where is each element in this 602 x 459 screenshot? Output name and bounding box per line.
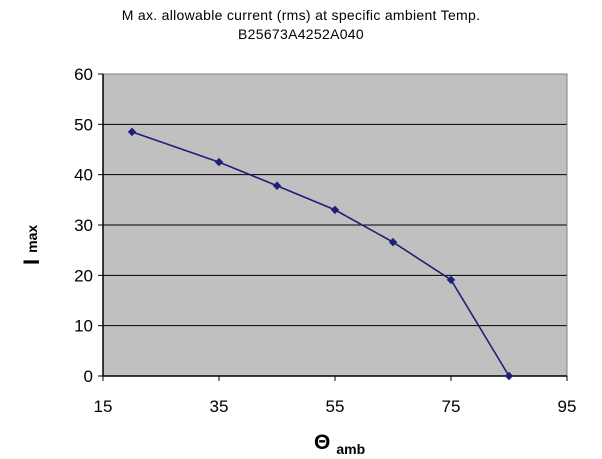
y-tick-label: 0 (84, 367, 93, 386)
x-tick-label: 35 (210, 397, 229, 416)
x-tick-label: 15 (94, 397, 113, 416)
tick-labels: 0 10 20 30 40 50 60 15 35 55 75 95 (74, 65, 576, 416)
chart-subtitle: B25673A4252A040 (238, 26, 364, 42)
chart-title-block: M ax. allowable current (rms) at specifi… (0, 6, 602, 44)
y-tick-label: 20 (74, 266, 93, 285)
data-point (504, 371, 514, 381)
data-point (388, 237, 398, 247)
y-tick-label: 10 (74, 317, 93, 336)
x-tick-label: 55 (326, 397, 345, 416)
y-tick-label: 50 (74, 115, 93, 134)
chart-title: M ax. allowable current (rms) at specifi… (121, 7, 481, 23)
y-tick-label: 40 (74, 166, 93, 185)
axes (98, 73, 568, 381)
y-tick-label: 60 (74, 65, 93, 84)
y-axis-label: Imax (19, 225, 44, 265)
data-series (127, 127, 514, 381)
data-point (446, 275, 456, 285)
data-point (272, 181, 282, 190)
data-point (127, 127, 137, 137)
data-point (330, 205, 340, 215)
x-tick-label: 75 (442, 397, 461, 416)
x-tick-label: 95 (558, 397, 577, 416)
y-tick-label: 30 (74, 216, 93, 235)
data-point (214, 157, 224, 167)
